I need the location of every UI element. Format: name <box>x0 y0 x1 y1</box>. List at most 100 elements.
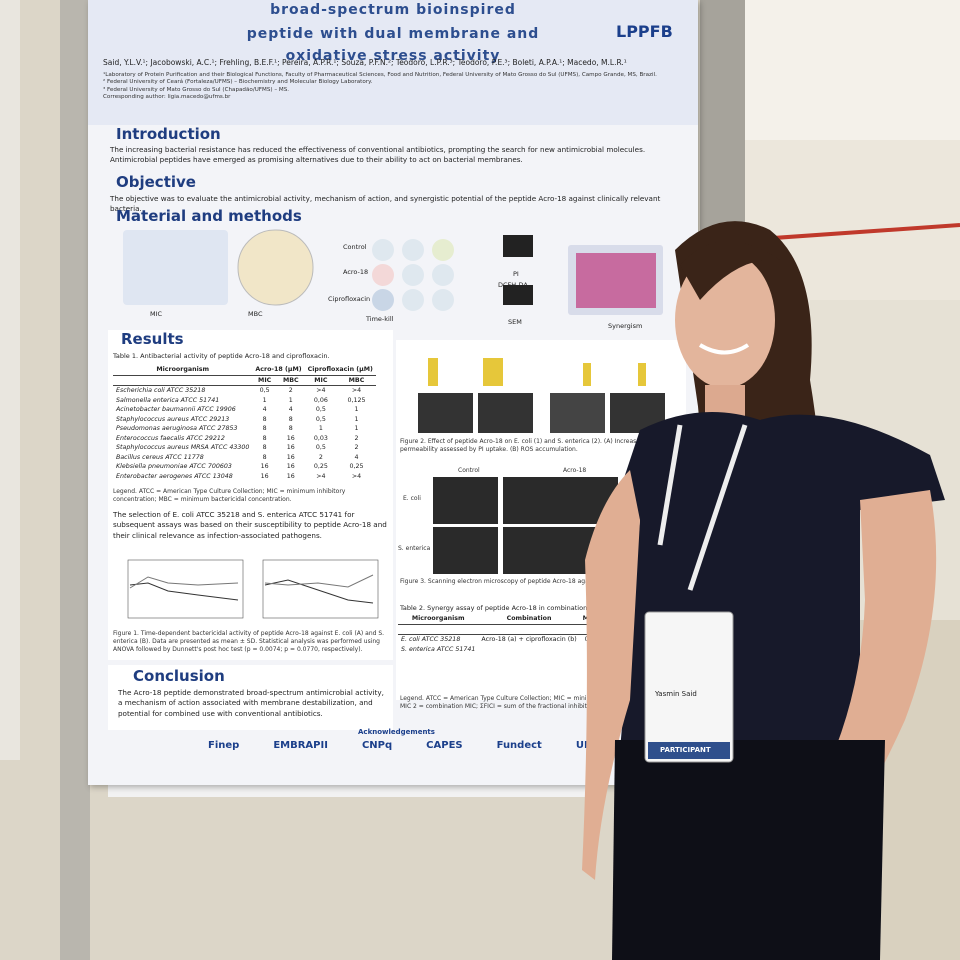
table-cell: >4 <box>316 472 326 480</box>
acknowledgements: Acknowledgements <box>358 728 435 736</box>
table-cell: >4 <box>351 387 362 394</box>
sponsor-logo: EMBRAPII <box>273 740 328 751</box>
table-1: Microorganism Acro-18 (µM) Ciprofloxacin (… <box>113 365 376 481</box>
table-cell: 0,25 <box>313 463 328 470</box>
affiliation: ¹Laboratory of Protein Purification and … <box>103 72 657 78</box>
section-text: The objective was to evaluate the antimi… <box>110 194 661 214</box>
header-cell: Ciprofloxacin (µM) <box>304 365 376 376</box>
section-heading: Results <box>121 330 184 348</box>
table-legend: Legend. ATCC = American Type Culture Col… <box>400 695 678 710</box>
table-caption: Table 2. Synergy assay of peptide Acro-1… <box>400 604 649 612</box>
table-cell: 2 <box>318 453 323 461</box>
table-cell: Salmonella enterica ATCC 51741 <box>116 396 220 404</box>
affiliation: ³ Federal University of Mato Grosso do S… <box>103 86 290 93</box>
table-legend: Legend. ATCC = American Type Culture Col… <box>113 488 346 503</box>
table-cell: 8 <box>288 425 293 432</box>
table-cell: 16 <box>286 444 295 451</box>
table-cell: 16 <box>260 463 269 470</box>
section-text: The selection of E. coli ATCC 35218 and … <box>113 510 387 540</box>
poster-header <box>88 0 698 125</box>
table-cell: 8 <box>262 425 267 432</box>
subheader-cell: MBC <box>276 375 305 386</box>
method-label: DCFH-DA <box>498 281 528 289</box>
affiliation: Corresponding author: ligia.macedo@ufms.… <box>103 93 231 100</box>
table-row: Salmonella enterica ATCC 51741 1 1 0,06 0,12… <box>113 396 376 406</box>
table-cell: S. enterica ATCC 51741 <box>401 645 476 653</box>
methods-figure <box>123 229 663 315</box>
figure-2 <box>418 358 665 433</box>
table-cell: 2 <box>354 444 359 451</box>
table-cell: 1 <box>318 425 323 432</box>
method-label: Control <box>343 243 367 251</box>
table-caption: Table 1. Antibacterial activity of pepti… <box>113 352 330 360</box>
poster-title: peptide with dual membrane and <box>246 26 540 42</box>
table-cell: 0,5 <box>315 406 326 413</box>
table-cell: Acinetobacter baumannii ATCC 19906 <box>116 406 236 413</box>
subheader-row: MIC MBC MIC MBC <box>113 375 376 386</box>
table-cell: Escherichia coli ATCC 35218 <box>116 387 206 394</box>
lab-logo: LPPFB <box>616 22 673 41</box>
method-label: MIC <box>150 310 163 318</box>
table-cell: 0,5 <box>315 415 326 423</box>
conclusion-box <box>108 665 393 730</box>
section-heading: Objective <box>116 173 196 191</box>
table-row: Staphylococcus aureus ATCC 29213 8 8 0,5 1 <box>113 415 376 425</box>
table-cell: >4 <box>351 472 362 480</box>
table-cell: 0,03 <box>313 434 328 442</box>
method-label: Synergism <box>608 322 643 330</box>
table: Microorganism Acro-18 (µM) Ciprofloxacin (… <box>113 365 376 481</box>
subheader-cell: MIC <box>252 375 277 386</box>
table-cell: 8 <box>262 453 267 461</box>
table-cell: >4 <box>316 387 326 394</box>
section-heading: Introduction <box>116 125 221 143</box>
authors: Said, Y.L.V.¹; Jacobowski, A.C.¹; Frehli… <box>103 58 627 67</box>
figure-caption: Figure 1. Time-dependent bactericidal ac… <box>113 630 385 653</box>
method-label: Ciprofloxacin <box>328 295 371 303</box>
header-cell: Acro-18 (µM) <box>252 365 305 376</box>
table-cell: 1 <box>354 406 359 413</box>
table-row: Staphylococcus aureus MRSA ATCC 43300 8 16… <box>113 443 376 453</box>
table-cell: Staphylococcus aureus ATCC 29213 <box>116 415 230 423</box>
table-cell: 2 <box>354 434 359 442</box>
header-cell: Microorganism <box>398 614 479 625</box>
table-row: Escherichia coli ATCC 35218 0,5 2 >4 >4 <box>113 386 376 396</box>
spacer <box>398 624 479 635</box>
table-cell: 8 <box>262 434 267 442</box>
table-cell: 0,25 <box>349 463 364 470</box>
method-label: MBC <box>248 310 263 318</box>
table-cell: 16 <box>286 463 295 470</box>
subheader-cell: MIC <box>304 375 338 386</box>
poster-title: oxidative stress activity <box>285 48 501 64</box>
method-label: Time-kill <box>366 315 394 323</box>
table-cell: 16 <box>286 453 295 461</box>
table-cell: 16 <box>286 472 295 480</box>
table-cell: 8 <box>288 415 293 423</box>
poster-title: broad-spectrum bioinspired <box>270 2 516 18</box>
header-cell: Combination <box>478 614 580 625</box>
section-heading: Conclusion <box>133 667 225 685</box>
sponsor-logo: Finep <box>208 740 240 751</box>
figure-1-plots <box>127 559 379 619</box>
header-row: Microorganism Acro-18 (µM) Ciprofloxacin (… <box>113 365 376 376</box>
spacer <box>113 375 253 386</box>
table-cell: Pseudomonas aeruginosa ATCC 27853 <box>116 425 238 432</box>
table-cell: 1 <box>354 415 359 423</box>
table-row: Acinetobacter baumannii ATCC 19906 4 4 0,5 1 <box>113 405 376 415</box>
table-cell: 4 <box>262 406 267 413</box>
table-cell: 1 <box>262 396 267 404</box>
sponsor-logo: CNPq <box>361 740 393 751</box>
table-cell: Enterobacter aerogenes ATCC 13048 <box>116 472 233 480</box>
sponsor-logo: Fundect <box>496 740 542 751</box>
table-cell: 8 <box>262 415 267 423</box>
table-row: Klebsiella pneumoniae ATCC 700603 16 16 0,2… <box>113 462 376 472</box>
method-label: Acro-18 <box>343 268 369 276</box>
table-row: Enterococcus faecalis ATCC 29212 8 16 0,03 2 <box>113 434 376 444</box>
affiliations: ¹Laboratory of Protein Purification and … <box>103 72 693 101</box>
badge-role: PARTICIPANT <box>660 746 711 754</box>
table-row: Bacillus cereus ATCC 11778 8 16 2 4 <box>113 453 376 463</box>
method-label: SEM <box>508 318 522 326</box>
table-cell: Klebsiella pneumoniae ATCC 700603 <box>116 463 232 470</box>
table-cell: 8 <box>262 444 267 451</box>
